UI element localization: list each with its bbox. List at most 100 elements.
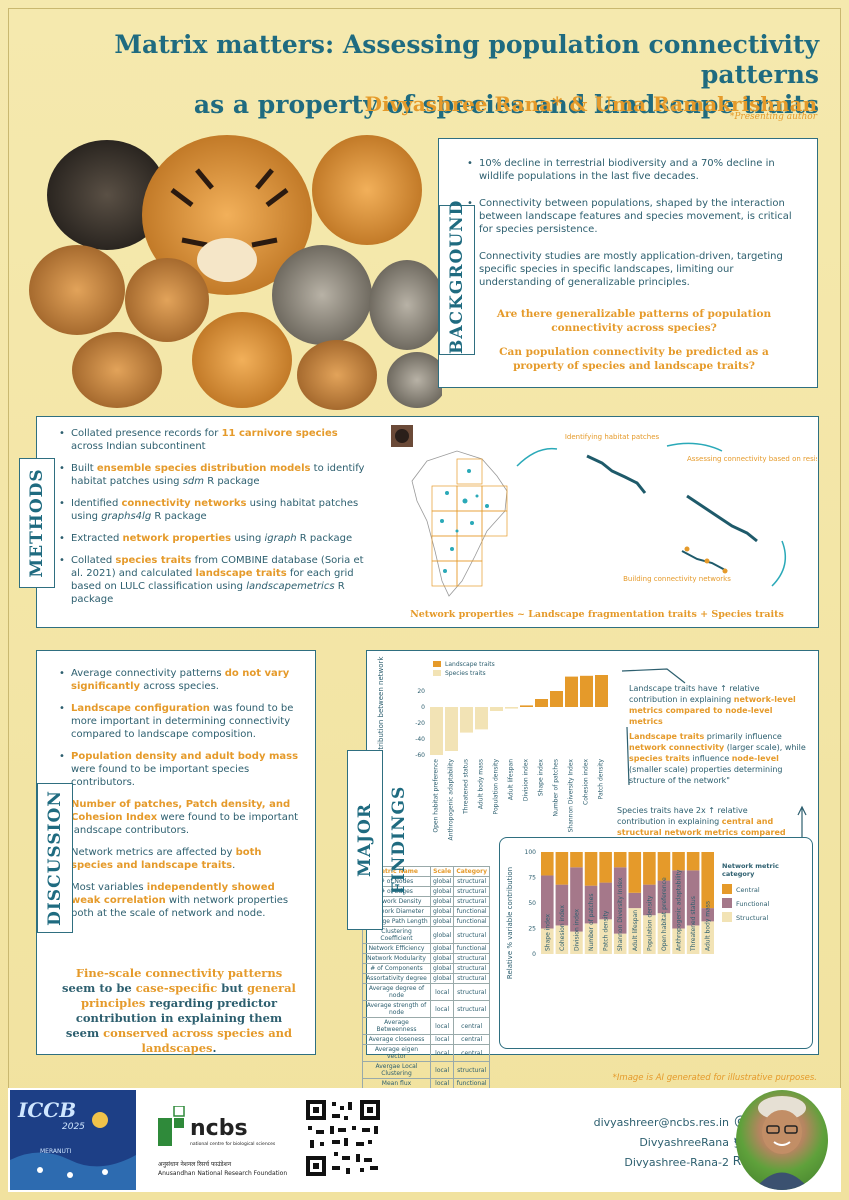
twitter-link[interactable]: DivyashreeRana bbox=[639, 1136, 729, 1149]
chart1-category-label: Division index bbox=[523, 759, 530, 802]
discussion-bullet: Population density and adult body mass w… bbox=[59, 750, 304, 789]
chart2-bar-segment bbox=[672, 928, 685, 954]
table-row: Assortativity degree global structural bbox=[362, 973, 490, 984]
table-cell: global bbox=[429, 876, 455, 887]
table-cell: # of Components bbox=[362, 963, 431, 974]
chart2-bar-segment bbox=[541, 875, 554, 929]
table-cell: functional bbox=[453, 943, 490, 954]
discussion-section: Average connectivity patterns do not var… bbox=[36, 650, 316, 1055]
researchgate-link[interactable]: Divyashree-Rana-2 bbox=[624, 1156, 729, 1169]
discussion-bullet: Landscape configuration was found to be … bbox=[59, 702, 304, 741]
chart2-bar-segment bbox=[672, 870, 685, 929]
background-bullet: Connectivity between populations, shaped… bbox=[467, 197, 797, 236]
discussion-bullet: Most variables independently showed weak… bbox=[59, 881, 304, 920]
chart1-category-label: Threatened status bbox=[463, 759, 470, 815]
civet-head bbox=[387, 352, 442, 408]
chart2-legend-label: Functional bbox=[736, 900, 770, 908]
chart1-bar bbox=[460, 707, 473, 733]
chart2-category-label: Cohesion index bbox=[559, 905, 566, 951]
methods-bullet: Extracted network properties using igrap… bbox=[59, 532, 369, 545]
footer: ICCB 2025 MERANUTI ncbs national centre … bbox=[8, 1088, 841, 1192]
background-section: 10% decline in terrestrial biodiversity … bbox=[438, 138, 818, 388]
chart2-bar-segment bbox=[643, 884, 656, 916]
table-cell: Average closeness bbox=[362, 1034, 431, 1045]
chart1-bar bbox=[520, 705, 533, 707]
patch-map-3 bbox=[681, 546, 728, 574]
table-cell: local bbox=[429, 1061, 455, 1079]
discussion-tag: DISCUSSION bbox=[37, 783, 73, 933]
table-cell: global bbox=[429, 916, 455, 927]
methods-bullet: Built ensemble species distribution mode… bbox=[59, 462, 369, 488]
chart2-ylabel: Relative % variable contribution bbox=[506, 867, 514, 979]
ncbs-subtitle: national centre for biological sciences bbox=[190, 1142, 276, 1147]
chart1-legend-label: Landscape traits bbox=[445, 661, 495, 668]
chart2-bar-segment bbox=[701, 852, 714, 909]
research-question-2: Can population connectivity be predicted… bbox=[499, 346, 769, 372]
jungle-cat-head bbox=[297, 340, 377, 410]
chart2-bar-segment bbox=[701, 908, 714, 922]
grid-cells bbox=[431, 458, 508, 587]
chart2-bar-segment bbox=[599, 919, 612, 954]
table-header: Category bbox=[453, 866, 490, 877]
chart2-bar-segment bbox=[570, 852, 583, 868]
chart2-ytick: 0 bbox=[532, 951, 536, 958]
qr-code[interactable] bbox=[304, 1098, 382, 1178]
label-build: Building connectivity networks bbox=[623, 575, 731, 583]
methods-bullet: Collated presence records for 11 carnivo… bbox=[59, 427, 369, 453]
author-photo bbox=[736, 1090, 828, 1190]
bear-head bbox=[47, 140, 167, 250]
email-link[interactable]: divyashreer@ncbs.res.in bbox=[593, 1116, 729, 1129]
relative-contribution-chart: Relative % variable contribution 100 75 50 2… bbox=[506, 849, 779, 979]
chart2-bar-segment bbox=[686, 852, 700, 871]
chart2-category-label: Division index bbox=[573, 908, 580, 951]
table-cell: structural bbox=[453, 886, 490, 897]
table-cell: structural bbox=[453, 963, 490, 974]
table-cell: Assortativity degree bbox=[362, 973, 431, 984]
chart2-bar-segment bbox=[613, 867, 627, 934]
table-cell: central bbox=[453, 1044, 490, 1062]
chart1-category-label: Anthropogenic adaptability bbox=[448, 759, 455, 841]
chart1-bar bbox=[550, 691, 563, 707]
iccb-logo-art bbox=[10, 1112, 136, 1190]
chart2-legend-swatch bbox=[722, 912, 732, 922]
chart1-category-label: Shape index bbox=[538, 759, 545, 797]
background-tag: BACKGROUND bbox=[439, 200, 475, 355]
ncbs-logo: ncbs national centre for biological scie… bbox=[158, 1098, 298, 1183]
table-cell: functional bbox=[453, 1078, 490, 1089]
chart2-category-label: Threatened status bbox=[690, 896, 697, 952]
table-cell: structural bbox=[453, 1000, 490, 1018]
chart2-legend-label: Structural bbox=[736, 914, 768, 922]
chart1-category-label: Adult lifespan bbox=[508, 759, 515, 800]
chart1-category-label: Shannon Diversity Index bbox=[568, 759, 575, 833]
chart1-category-label: Open habitat preference bbox=[433, 759, 440, 833]
table-cell: structural bbox=[453, 1061, 490, 1079]
table-row: # of Components global structural bbox=[362, 963, 490, 974]
authors: Divyashree Rana* & Uma Ramakrishnan bbox=[364, 92, 817, 116]
chart2-bar-segment bbox=[555, 925, 569, 954]
chart2-ytick: 100 bbox=[525, 849, 537, 856]
chart2-bar-segment bbox=[613, 933, 627, 954]
chart1-bar bbox=[490, 707, 503, 711]
chart1-bar bbox=[475, 707, 488, 730]
chart1-category-label: Patch density bbox=[598, 759, 605, 800]
table-cell: local bbox=[429, 1078, 455, 1089]
table-cell: Mean flux bbox=[362, 1078, 431, 1089]
presenting-note: *Presenting author bbox=[729, 112, 817, 122]
chart2-bar-segment bbox=[541, 852, 554, 876]
background-bullet: 10% decline in terrestrial biodiversity … bbox=[467, 157, 797, 183]
chart2-bar-segment bbox=[541, 928, 554, 954]
iccb-year: 2025 bbox=[62, 1122, 85, 1132]
fox-head bbox=[369, 260, 442, 350]
methods-bullet: Collated species traits from COMBINE dat… bbox=[59, 554, 369, 606]
patch-map-2 bbox=[686, 494, 758, 543]
chart1-bar bbox=[505, 707, 518, 709]
chart2-bar-segment bbox=[584, 852, 598, 886]
chart2-category-label: Patch density bbox=[603, 910, 610, 951]
wolf-head bbox=[272, 245, 372, 345]
chart2-bar-segment bbox=[584, 885, 598, 924]
chart2-bar-segment bbox=[701, 921, 714, 954]
table-cell: Network Modularity bbox=[362, 953, 431, 964]
chart1-bar bbox=[595, 675, 608, 707]
chart1-ytick: 0 bbox=[421, 704, 425, 711]
discussion-bullet: Network metrics are affected by both spe… bbox=[59, 846, 304, 872]
